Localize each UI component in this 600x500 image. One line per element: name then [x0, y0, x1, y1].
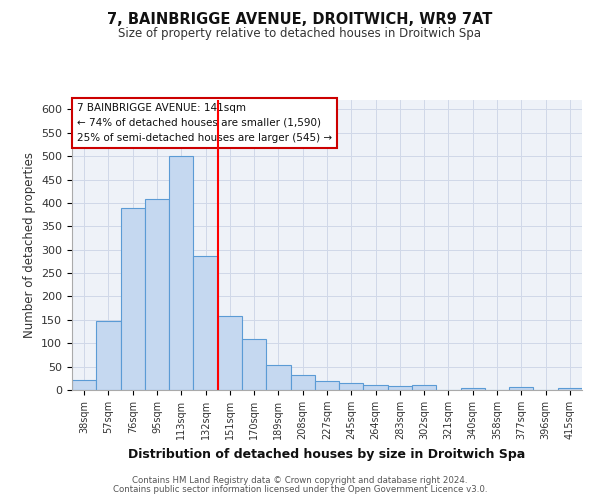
Bar: [509, 386, 533, 390]
Bar: [461, 388, 485, 390]
Bar: [193, 256, 218, 390]
Bar: [218, 316, 242, 390]
Bar: [145, 199, 169, 390]
Bar: [388, 386, 412, 390]
Bar: [339, 383, 364, 390]
Bar: [169, 156, 193, 390]
Bar: [242, 338, 266, 390]
Bar: [72, 380, 96, 390]
Text: Contains HM Land Registry data © Crown copyright and database right 2024.: Contains HM Land Registry data © Crown c…: [132, 476, 468, 485]
Bar: [558, 388, 582, 390]
Bar: [121, 208, 145, 390]
X-axis label: Distribution of detached houses by size in Droitwich Spa: Distribution of detached houses by size …: [128, 448, 526, 460]
Bar: [315, 380, 339, 390]
Text: Size of property relative to detached houses in Droitwich Spa: Size of property relative to detached ho…: [119, 28, 482, 40]
Bar: [412, 386, 436, 390]
Bar: [290, 375, 315, 390]
Text: 7 BAINBRIGGE AVENUE: 141sqm
← 74% of detached houses are smaller (1,590)
25% of : 7 BAINBRIGGE AVENUE: 141sqm ← 74% of det…: [77, 103, 332, 142]
Text: 7, BAINBRIGGE AVENUE, DROITWICH, WR9 7AT: 7, BAINBRIGGE AVENUE, DROITWICH, WR9 7AT: [107, 12, 493, 28]
Y-axis label: Number of detached properties: Number of detached properties: [23, 152, 35, 338]
Bar: [266, 365, 290, 390]
Bar: [96, 321, 121, 390]
Text: Contains public sector information licensed under the Open Government Licence v3: Contains public sector information licen…: [113, 484, 487, 494]
Bar: [364, 386, 388, 390]
